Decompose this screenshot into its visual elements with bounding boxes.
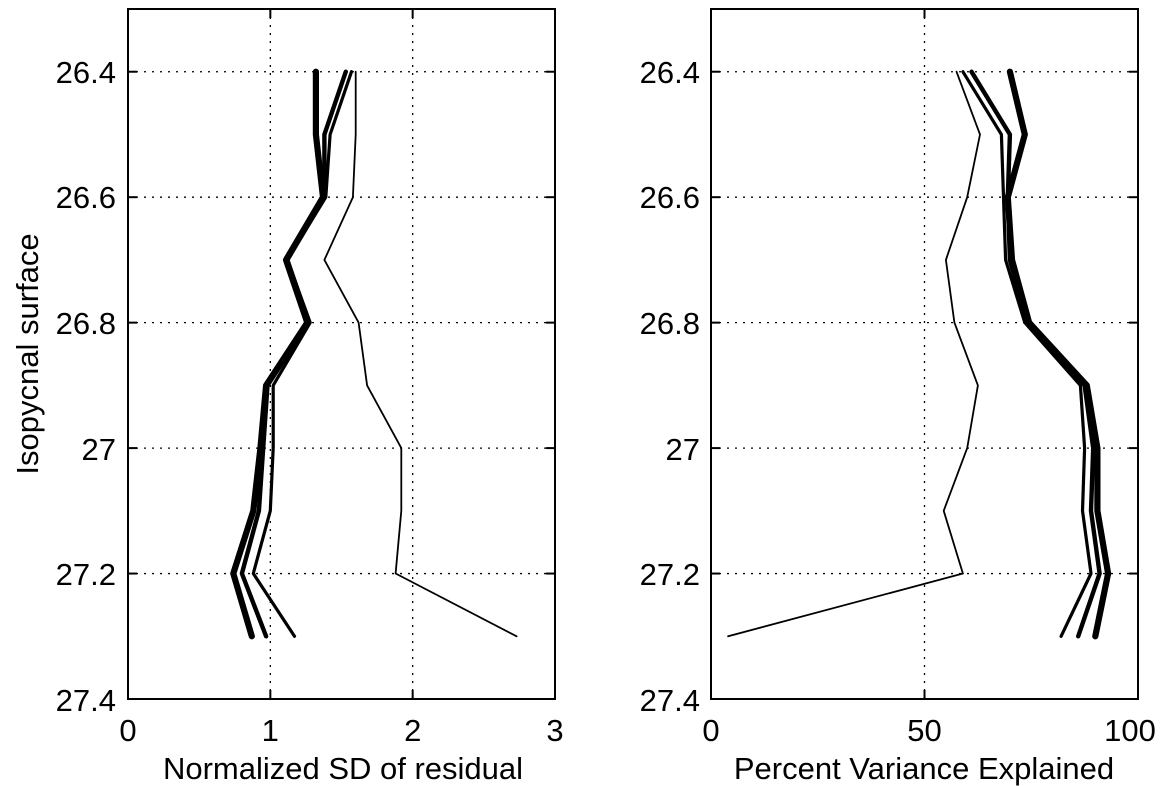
left-y-tick-label: 27.2 <box>56 557 116 592</box>
left-y-tick-label: 26.6 <box>56 180 116 215</box>
left-x-tick-labels: 0 1 2 3 <box>119 713 563 748</box>
left-y-tick-label: 26.4 <box>56 55 116 90</box>
right-y-tick-label: 26.8 <box>640 306 700 341</box>
right-y-tick-label: 27.2 <box>640 557 700 592</box>
right-y-tick-label: 26.6 <box>640 180 700 215</box>
left-series-thickest-line <box>230 68 327 640</box>
left-panel: 0 1 2 3 26.4 26.6 26.8 27 27.2 27.4 Norm… <box>10 8 564 786</box>
right-y-tick-label: 27 <box>666 432 700 467</box>
left-y-tick-label: 27 <box>82 432 116 467</box>
left-x-tick-label: 2 <box>404 713 421 748</box>
left-series-layer <box>230 68 518 640</box>
left-series-thick-line <box>239 69 348 639</box>
left-grid <box>128 9 555 699</box>
right-y-tick-label: 26.4 <box>640 55 700 90</box>
left-x-tick-label: 0 <box>119 713 136 748</box>
right-y-tick-labels: 26.4 26.6 26.8 27 27.2 27.4 <box>640 55 700 718</box>
left-y-tick-label: 27.4 <box>56 683 116 718</box>
left-x-tick-label: 3 <box>546 713 563 748</box>
right-series-thick-line <box>969 69 1102 639</box>
right-x-axis-label: Percent Variance Explained <box>734 751 1114 786</box>
right-ticks <box>710 9 1139 700</box>
left-y-tick-label: 26.8 <box>56 306 116 341</box>
right-panel: 0 50 100 26.4 26.6 26.8 27 27.2 27.4 Per… <box>640 8 1156 786</box>
right-grid <box>711 9 1138 699</box>
left-y-axis-label: Isopycnal surface <box>10 233 45 474</box>
left-series-medium-line <box>251 70 354 638</box>
right-series-layer <box>727 68 1112 640</box>
left-ticks <box>127 9 556 700</box>
left-axes-frame <box>127 8 556 700</box>
right-x-tick-label: 0 <box>702 713 719 748</box>
left-x-axis-label: Normalized SD of residual <box>163 751 523 786</box>
right-series-thin-line <box>727 70 981 638</box>
left-y-tick-labels: 26.4 26.6 26.8 27 27.2 27.4 <box>56 55 116 718</box>
right-series-thickest-line <box>1004 68 1112 640</box>
left-series-thin-line <box>323 70 518 638</box>
right-x-tick-label: 100 <box>1104 713 1156 748</box>
right-x-tick-label: 50 <box>907 713 941 748</box>
right-y-tick-label: 27.4 <box>640 683 700 718</box>
right-series-medium-line <box>961 70 1093 638</box>
right-x-tick-labels: 0 50 100 <box>702 713 1155 748</box>
left-x-tick-label: 1 <box>262 713 279 748</box>
